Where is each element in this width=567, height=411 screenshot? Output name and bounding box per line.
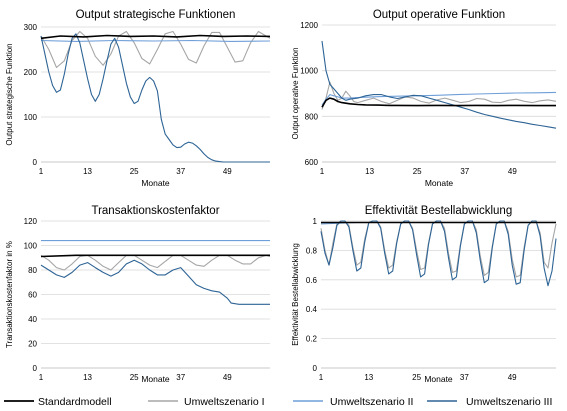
x-tick-label: 25 bbox=[130, 167, 139, 176]
y-tick-label: 100 bbox=[24, 113, 38, 122]
chart-effektivitaet-bestellabwicklung: 0 0.2 0.4 0.6 0.8 1 1 13 25 37 49 Effektivität Best… bbox=[291, 205, 557, 384]
chart-title: Output operative Funktion bbox=[373, 9, 505, 21]
x-tick-label: 49 bbox=[508, 373, 517, 382]
y-tick-label: 20 bbox=[28, 340, 37, 349]
chart-output-operative-funktion: 600 800 1000 1200 1 13 25 37 49 Output operative … bbox=[291, 9, 557, 188]
x-tick-label: 1 bbox=[39, 373, 44, 382]
x-tick-label: 25 bbox=[412, 373, 421, 382]
legend-label: Umweltszenario III bbox=[466, 396, 552, 408]
y-tick-label: 1000 bbox=[300, 67, 318, 76]
y-axis-label: Effektivität Bestellabwicklung bbox=[291, 243, 300, 346]
y-tick-label: 80 bbox=[28, 266, 37, 275]
x-tick-label: 1 bbox=[319, 373, 324, 382]
x-tick-label: 13 bbox=[364, 373, 373, 382]
series-line-umweltszenario-iii bbox=[320, 220, 557, 287]
y-tick-label: 0 bbox=[313, 364, 318, 373]
x-tick-label: 1 bbox=[320, 167, 325, 176]
y-axis-label: Output operative Funktion bbox=[291, 47, 300, 139]
x-axis-label: Monate bbox=[141, 374, 170, 384]
legend-label: Umweltszenario II bbox=[330, 396, 413, 408]
x-tick-label: 1 bbox=[39, 167, 44, 176]
series-line-umweltszenario-i bbox=[40, 254, 271, 271]
chart-transaktionskostenfaktor: 0 20 40 60 80 100 120 1 13 25 37 49 Transaktionskost… bbox=[5, 205, 271, 384]
y-tick-label: 0.4 bbox=[306, 305, 318, 314]
legend-label: Umweltszenario I bbox=[184, 396, 265, 408]
y-tick-label: 60 bbox=[28, 291, 37, 300]
legend-label: Standardmodell bbox=[38, 396, 112, 408]
legend: Standardmodell Umweltszenario I Umweltszen… bbox=[4, 396, 552, 408]
series-line-umweltszenario-iii bbox=[40, 33, 270, 163]
y-axis-label: Output strategische Funktion bbox=[5, 43, 14, 145]
y-tick-label: 1 bbox=[313, 217, 318, 226]
y-tick-label: 800 bbox=[305, 112, 319, 121]
y-tick-label: 0.6 bbox=[306, 276, 318, 285]
x-axis-label: Monate bbox=[424, 374, 453, 384]
x-tick-label: 37 bbox=[460, 373, 469, 382]
y-tick-label: 0.8 bbox=[306, 246, 318, 255]
chart-title: Effektivität Bestellabwicklung bbox=[365, 205, 512, 217]
x-tick-label: 13 bbox=[365, 167, 374, 176]
y-tick-label: 200 bbox=[24, 68, 38, 77]
x-tick-label: 25 bbox=[130, 373, 139, 382]
x-tick-label: 49 bbox=[223, 373, 232, 382]
series-line-standardmodell bbox=[40, 254, 270, 258]
x-tick-label: 13 bbox=[83, 167, 92, 176]
x-tick-label: 13 bbox=[83, 373, 92, 382]
y-tick-label: 1200 bbox=[300, 21, 318, 30]
y-axis-label: Transaktionskostenfaktor in % bbox=[5, 241, 14, 348]
x-tick-label: 37 bbox=[176, 167, 185, 176]
series-line-umweltszenario-ii bbox=[321, 91, 557, 106]
y-tick-label: 0 bbox=[33, 158, 38, 167]
y-tick-label: 100 bbox=[24, 242, 38, 251]
y-tick-label: 0 bbox=[33, 364, 38, 373]
y-tick-label: 40 bbox=[28, 315, 37, 324]
series-line-umweltszenario-i bbox=[321, 81, 557, 110]
y-tick-label: 0.2 bbox=[306, 335, 318, 344]
x-axis-label: Monate bbox=[425, 178, 454, 188]
y-tick-label: 120 bbox=[24, 217, 38, 226]
series-line-umweltszenario-i bbox=[40, 30, 271, 69]
series-line-standardmodell bbox=[40, 34, 271, 40]
series-line-umweltszenario-iii bbox=[321, 40, 557, 129]
series-line-standardmodell bbox=[321, 97, 556, 108]
series-line-umweltszenario-iii bbox=[40, 259, 270, 305]
x-tick-label: 37 bbox=[176, 373, 185, 382]
x-axis-label: Monate bbox=[141, 178, 170, 188]
y-tick-label: 300 bbox=[24, 23, 38, 32]
x-tick-label: 49 bbox=[508, 167, 517, 176]
x-tick-label: 49 bbox=[223, 167, 232, 176]
x-tick-label: 37 bbox=[460, 167, 469, 176]
chart-title: Output strategische Funktionen bbox=[76, 9, 236, 21]
x-tick-label: 25 bbox=[413, 167, 422, 176]
chart-output-strategische-funktionen: 0 100 200 300 1 13 25 37 49 Output strategische F… bbox=[5, 9, 271, 188]
series-line-umweltszenario-ii bbox=[40, 39, 271, 42]
y-tick-label: 600 bbox=[305, 158, 319, 167]
chart-title: Transaktionskostenfaktor bbox=[91, 205, 219, 217]
